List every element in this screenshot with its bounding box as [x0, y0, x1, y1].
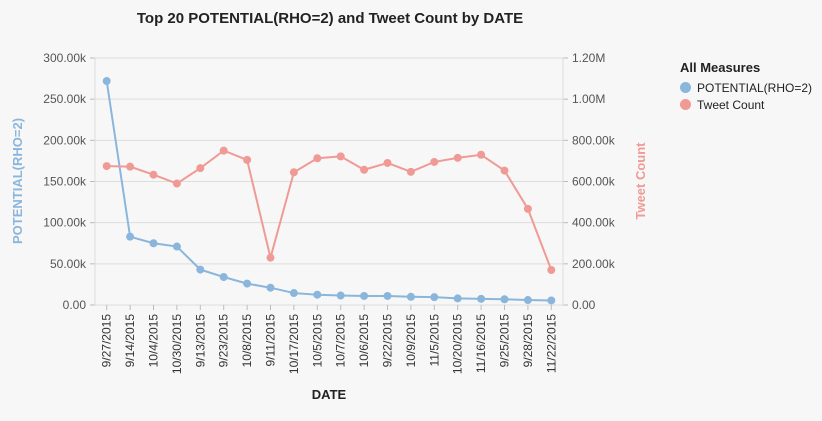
y-axis-right-label: Tweet Count	[633, 142, 648, 220]
x-tick-label: 9/14/2015	[123, 314, 137, 368]
series-line-tweet-count	[106, 149, 553, 271]
y-right-tick-label: 400.00k	[572, 216, 616, 230]
x-tick-label: 9/23/2015	[217, 314, 231, 368]
x-tick-label: 10/8/2015	[240, 314, 254, 368]
y-left-tick-label: 200.00k	[43, 133, 87, 147]
legend-title: All Measures	[680, 60, 761, 75]
data-point-potential[interactable]	[453, 294, 462, 303]
y-right-tick-label: 1.00M	[572, 92, 605, 106]
legend-item-tweet-count[interactable]: Tweet Count	[680, 96, 812, 113]
data-point-tweet-count[interactable]	[196, 164, 205, 173]
data-point-potential[interactable]	[477, 294, 486, 303]
data-point-tweet-count[interactable]	[383, 158, 392, 167]
series-layer	[102, 77, 556, 305]
legend-item-potential[interactable]: POTENTIAL(RHO=2)	[680, 79, 812, 96]
x-tick-label: 10/17/2015	[287, 314, 301, 374]
x-tick-label: 11/16/2015	[474, 314, 488, 373]
x-tick-label: 9/25/2015	[498, 314, 512, 368]
x-tick-label: 10/6/2015	[357, 314, 371, 368]
x-tick-label: 10/9/2015	[404, 314, 418, 368]
chart-title: Top 20 POTENTIAL(RHO=2) and Tweet Count …	[137, 10, 523, 27]
x-tick-label: 9/11/2015	[264, 314, 278, 367]
y-left-tick-label: 250.00k	[43, 92, 87, 106]
x-axis-label: DATE	[312, 387, 347, 402]
data-point-tweet-count[interactable]	[523, 204, 532, 213]
legend-swatch-potential	[680, 82, 691, 93]
data-point-potential[interactable]	[360, 291, 369, 300]
left-axis: 0.00 50.00k 100.00k 150.00k 200.00k 250.00k 30…	[43, 51, 96, 312]
data-point-tweet-count[interactable]	[406, 167, 415, 176]
data-point-tweet-count[interactable]	[500, 166, 509, 175]
right-axis: 0.00 200.00k 400.00k 600.00k 800.00k 1.00M 1.2…	[562, 51, 616, 312]
y-right-tick-label: 1.20M	[572, 51, 605, 65]
legend-swatch-tweet-count	[680, 99, 691, 110]
data-point-potential[interactable]	[243, 279, 252, 288]
data-point-tweet-count[interactable]	[172, 179, 181, 188]
x-tick-label: 9/28/2015	[521, 314, 535, 368]
data-point-potential[interactable]	[406, 292, 415, 301]
data-point-tweet-count[interactable]	[289, 168, 298, 177]
data-point-potential[interactable]	[313, 290, 322, 299]
data-point-potential[interactable]	[336, 291, 345, 300]
x-tick-label: 9/22/2015	[381, 314, 395, 368]
x-tick-label: 10/7/2015	[334, 314, 348, 368]
data-point-tweet-count[interactable]	[360, 165, 369, 174]
x-tick-label: 9/13/2015	[193, 314, 207, 368]
x-tick-label: 9/27/2015	[100, 314, 114, 368]
data-point-potential[interactable]	[102, 77, 111, 86]
x-tick-label: 10/5/2015	[310, 314, 324, 368]
data-point-potential[interactable]	[547, 296, 556, 305]
data-point-tweet-count[interactable]	[219, 146, 228, 155]
data-point-tweet-count[interactable]	[243, 155, 252, 164]
y-right-tick-label: 200.00k	[572, 257, 616, 271]
y-left-tick-label: 300.00k	[43, 51, 87, 65]
y-left-tick-label: 150.00k	[43, 175, 87, 189]
data-point-potential[interactable]	[126, 232, 135, 241]
data-point-tweet-count[interactable]	[149, 170, 158, 179]
data-point-potential[interactable]	[266, 283, 275, 292]
data-point-tweet-count[interactable]	[102, 162, 111, 171]
x-tick-label: 10/30/2015	[170, 314, 184, 374]
legend: All Measures POTENTIAL(RHO=2) Tweet Coun…	[680, 60, 812, 113]
y-left-tick-label: 50.00k	[50, 257, 87, 271]
data-point-potential[interactable]	[500, 295, 509, 304]
data-point-tweet-count[interactable]	[313, 154, 322, 163]
data-point-potential[interactable]	[149, 239, 158, 248]
y-right-tick-label: 600.00k	[572, 175, 616, 189]
x-tick-label: 11/5/2015	[427, 314, 441, 367]
data-point-potential[interactable]	[219, 273, 228, 282]
data-point-tweet-count[interactable]	[430, 157, 439, 166]
y-right-tick-label: 800.00k	[572, 133, 616, 147]
y-right-tick-label: 0.00	[572, 298, 596, 312]
data-point-tweet-count[interactable]	[453, 153, 462, 162]
x-tick-label: 10/20/2015	[451, 314, 465, 374]
data-point-potential[interactable]	[289, 289, 298, 298]
data-point-potential[interactable]	[383, 291, 392, 300]
data-point-tweet-count[interactable]	[547, 266, 556, 275]
data-point-tweet-count[interactable]	[477, 150, 486, 159]
data-point-tweet-count[interactable]	[336, 152, 345, 161]
x-axis: 9/27/2015 9/14/2015 10/4/2015 10/30/2015 9/1…	[100, 305, 558, 374]
y-left-tick-label: 0.00	[63, 298, 87, 312]
data-point-tweet-count[interactable]	[126, 162, 135, 171]
legend-label-potential: POTENTIAL(RHO=2)	[697, 80, 813, 95]
data-point-potential[interactable]	[196, 265, 205, 274]
series-line-potential	[105, 80, 552, 302]
data-point-potential[interactable]	[172, 242, 181, 251]
data-point-potential[interactable]	[523, 296, 532, 305]
grid-lines	[95, 57, 563, 306]
y-left-tick-label: 100.00k	[43, 216, 87, 230]
data-point-potential[interactable]	[430, 293, 439, 302]
x-tick-label: 10/4/2015	[147, 314, 161, 368]
data-point-tweet-count[interactable]	[266, 253, 275, 262]
x-tick-label: 11/22/2015	[544, 314, 558, 373]
y-axis-left-label: POTENTIAL(RHO=2)	[10, 118, 25, 244]
legend-label-tweet-count: Tweet Count	[697, 97, 765, 112]
